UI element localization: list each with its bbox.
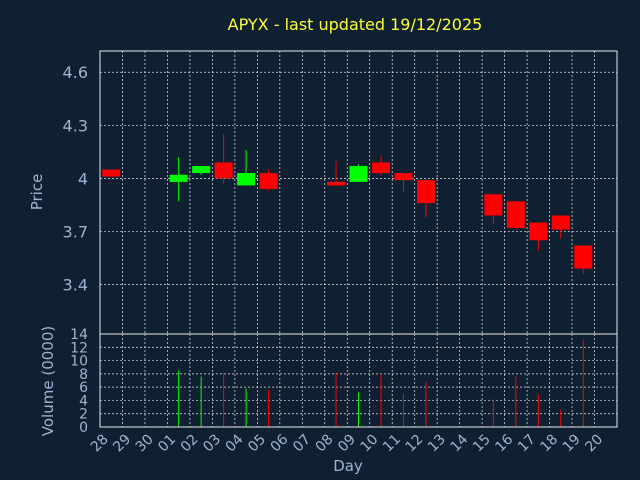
volume-y-tick-label: 4 <box>79 393 88 409</box>
volume-y-tick-label: 0 <box>79 420 88 436</box>
day-x-tick-label: 17 <box>515 431 539 455</box>
day-x-tick-label: 03 <box>200 431 224 455</box>
candle-body <box>259 173 278 189</box>
candle-body <box>529 222 548 241</box>
volume-plot-frame <box>99 333 618 428</box>
day-x-tick-label: 09 <box>335 431 359 455</box>
day-x-tick-label: 08 <box>313 431 337 455</box>
day-x-tick-label: 01 <box>155 431 179 455</box>
day-x-tick-label: 11 <box>380 431 404 455</box>
volume-y-tick-label: 6 <box>79 380 88 396</box>
day-x-tick-label: 19 <box>560 431 584 455</box>
day-x-tick-label: 30 <box>133 431 157 455</box>
day-x-tick-label: 14 <box>447 431 471 455</box>
day-x-tick-label: 29 <box>110 431 134 455</box>
candle-body <box>349 165 368 182</box>
day-x-tick-label: 20 <box>582 431 606 455</box>
candle-body <box>506 201 525 228</box>
candle-body <box>102 169 121 177</box>
candle-body <box>551 215 570 230</box>
day-x-tick-label: 07 <box>290 431 314 455</box>
volume-grid <box>100 334 617 427</box>
day-x-tick-label: 05 <box>245 431 269 455</box>
candle-body <box>169 174 188 182</box>
price-grid <box>100 51 617 334</box>
candle-body <box>394 173 413 181</box>
day-x-ticks: 2829300102030405060708091011121314151617… <box>88 431 606 455</box>
day-x-tick-label: 16 <box>492 431 516 455</box>
day-x-tick-label: 12 <box>403 431 427 455</box>
candle-body <box>416 180 435 204</box>
day-x-tick-label: 10 <box>358 431 382 455</box>
volume-y-tick-label: 8 <box>79 367 88 383</box>
day-x-tick-label: 02 <box>178 431 202 455</box>
chart-title: APYX - last updated 19/12/2025 <box>228 15 483 34</box>
volume-y-tick-label: 10 <box>70 354 88 370</box>
candle-body <box>214 162 233 179</box>
price-y-tick-label: 4.3 <box>63 116 88 135</box>
candle-body <box>484 194 503 216</box>
day-x-tick-label: 04 <box>223 431 247 455</box>
volume-y-axis-label: Volume (0000) <box>39 326 57 436</box>
volume-y-tick-label: 14 <box>70 327 88 343</box>
candle-body <box>192 165 211 174</box>
price-y-tick-label: 4 <box>78 169 88 188</box>
candle-body <box>574 245 593 269</box>
price-plot-frame <box>99 50 618 335</box>
day-x-tick-label: 28 <box>88 431 112 455</box>
volume-bars <box>178 339 584 427</box>
price-y-tick-label: 4.6 <box>63 63 88 82</box>
day-x-tick-label: 13 <box>425 431 449 455</box>
day-x-tick-label: 15 <box>470 431 494 455</box>
price-y-tick-label: 3.4 <box>63 275 88 294</box>
volume-y-tick-label: 2 <box>79 407 88 423</box>
candle-body <box>237 173 256 186</box>
price-y-axis-label: Price <box>28 174 46 211</box>
day-x-tick-label: 18 <box>537 431 561 455</box>
price-y-tick-label: 3.7 <box>63 222 88 241</box>
candle-body <box>371 162 390 174</box>
price-candles <box>102 134 593 274</box>
candle-body <box>327 181 346 186</box>
price-y-ticks: 3.4 3.7 4 4.3 4.6 <box>63 63 88 294</box>
x-axis-label: Day <box>333 457 363 475</box>
day-x-tick-label: 06 <box>268 431 292 455</box>
volume-y-tick-label: 12 <box>70 340 88 356</box>
